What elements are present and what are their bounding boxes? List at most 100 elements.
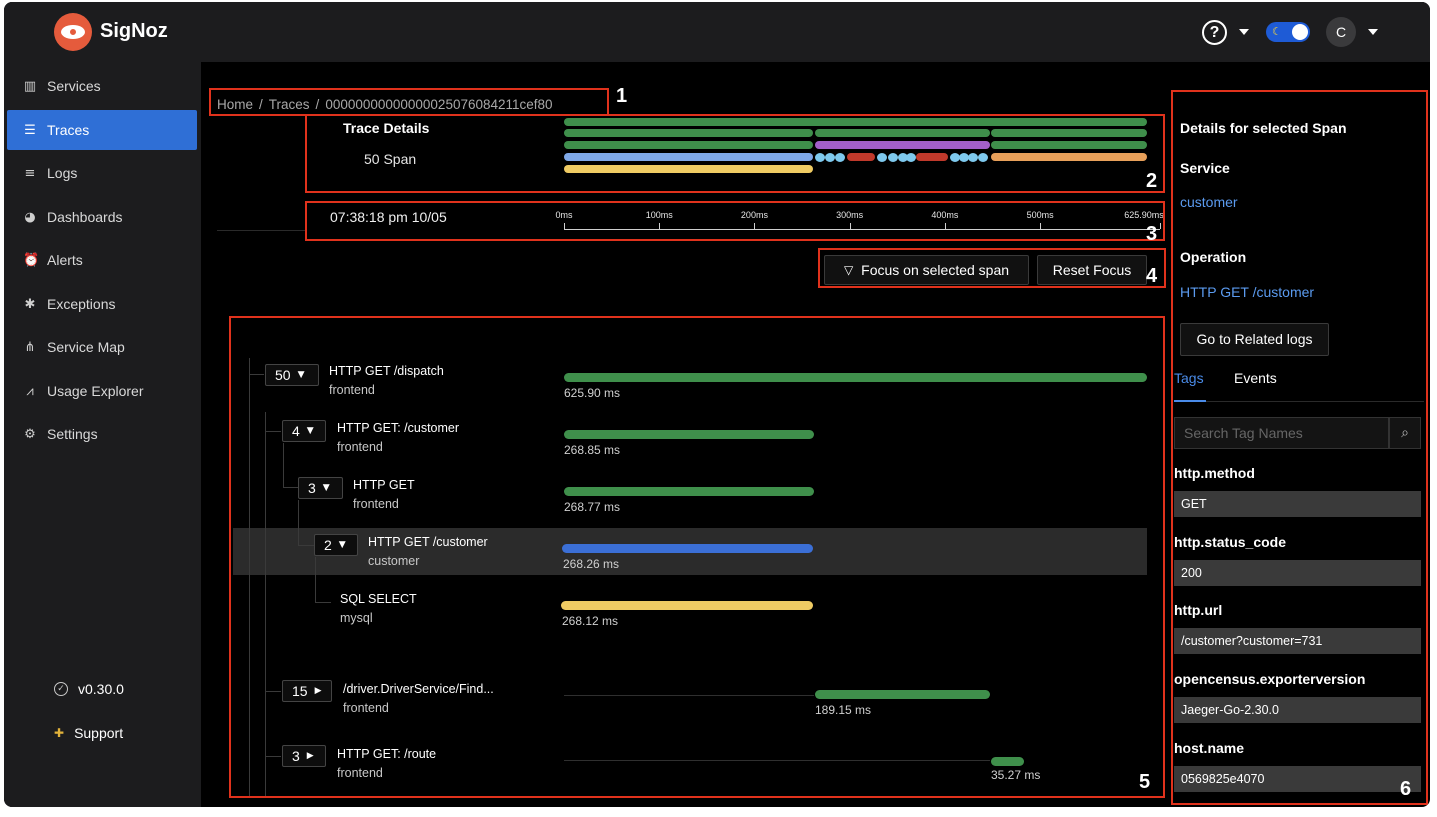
minimap-bar — [564, 165, 813, 173]
span-service: mysql — [340, 611, 373, 625]
span-expand-button[interactable]: 15 ▶ — [282, 680, 332, 702]
brand-name[interactable]: SigNoz — [100, 20, 168, 42]
sidebar-item-alerts[interactable]: ⏰ Alerts — [7, 240, 197, 280]
span-bar[interactable] — [815, 690, 990, 699]
span-bar[interactable] — [561, 601, 813, 610]
tab-events[interactable]: Events — [1234, 370, 1277, 386]
breadcrumb-separator: / — [315, 97, 320, 112]
span-name[interactable]: HTTP GET /dispatch — [329, 364, 444, 378]
breadcrumb-trace-id: 00000000000000025076084211cef80 — [325, 97, 553, 112]
help-dropdown-caret-icon[interactable] — [1239, 29, 1249, 35]
timeline-tick — [1160, 223, 1161, 229]
span-service: frontend — [337, 766, 383, 780]
span-expand-button[interactable]: 4 ▼ — [282, 420, 326, 442]
span-service: frontend — [329, 383, 375, 397]
span-duration: 35.27 ms — [991, 768, 1041, 782]
minimap-dot — [968, 153, 978, 162]
avatar-dropdown-caret-icon[interactable] — [1368, 29, 1378, 35]
sidebar-item-settings[interactable]: ⚙ Settings — [7, 414, 197, 454]
span-expand-button[interactable]: 3 ▶ — [282, 745, 326, 767]
breadcrumb-traces[interactable]: Traces — [268, 97, 310, 112]
span-expand-button[interactable]: 3 ▼ — [298, 477, 343, 499]
sidebar-item-label: Dashboards — [47, 209, 123, 225]
service-label: Service — [1180, 160, 1230, 176]
focus-selected-span-button[interactable]: ▽ Focus on selected span — [824, 255, 1029, 285]
minimap-dot — [825, 153, 835, 162]
minimap-bar — [815, 141, 990, 149]
annotation-number-5: 5 — [1139, 771, 1151, 793]
minimap-bar — [564, 153, 813, 161]
tree-connector — [283, 443, 284, 487]
avatar[interactable]: C — [1326, 17, 1356, 47]
tag-key: http.url — [1174, 602, 1223, 618]
sidebar-item-exceptions[interactable]: ✱ Exceptions — [7, 284, 197, 324]
span-expand-button[interactable]: 50 ▼ — [265, 364, 319, 386]
search-tag-input[interactable]: Search Tag Names — [1174, 417, 1389, 449]
timeline-tick — [849, 223, 851, 229]
span-name[interactable]: HTTP GET — [353, 478, 415, 492]
tree-connector — [298, 500, 299, 545]
sidebar-item-service-map[interactable]: ⋔ Service Map — [7, 327, 197, 367]
minimap-bar — [991, 129, 1147, 137]
span-name[interactable]: HTTP GET: /customer — [337, 421, 460, 435]
tag-key: http.method — [1174, 465, 1255, 481]
go-to-related-logs-button[interactable]: Go to Related logs — [1180, 323, 1329, 356]
timeline-tick-label: 100ms — [645, 210, 673, 220]
annotation-number-2: 2 — [1146, 170, 1158, 192]
sidebar-item-label: Traces — [47, 122, 90, 138]
breadcrumb-home[interactable]: Home — [217, 97, 254, 112]
signoz-logo-icon[interactable] — [54, 13, 92, 51]
timeline-tick-label: 625.90ms — [1124, 210, 1164, 220]
tree-connector — [265, 691, 281, 692]
tab-tags[interactable]: Tags — [1174, 370, 1204, 386]
version-link[interactable]: ✓ v0.30.0 — [54, 681, 124, 697]
tree-connector — [265, 412, 266, 797]
deployment-icon: ⋔ — [24, 339, 36, 355]
sidebar: ▥ Services ☰ Traces ≡ Logs ◕ Dashboards … — [4, 62, 201, 807]
support-link[interactable]: ✚ Support — [54, 725, 123, 741]
sidebar-item-services[interactable]: ▥ Services — [7, 66, 197, 106]
reset-focus-button[interactable]: Reset Focus — [1037, 255, 1147, 285]
help-icon[interactable]: ? — [1202, 20, 1227, 45]
span-service: frontend — [343, 701, 389, 715]
timeline-tick-label: 200ms — [740, 210, 768, 220]
timeline-axis — [564, 229, 1160, 230]
span-child-count: 50 — [275, 367, 291, 383]
sidebar-item-dashboards[interactable]: ◕ Dashboards — [7, 197, 197, 237]
operation-value-link[interactable]: HTTP GET /customer — [1180, 284, 1315, 300]
span-bar[interactable] — [991, 757, 1024, 766]
span-bar[interactable] — [564, 373, 1147, 382]
service-value-link[interactable]: customer — [1180, 194, 1238, 210]
span-service: customer — [368, 554, 420, 568]
timeline-tick-label: 0ms — [555, 210, 573, 220]
span-name[interactable]: SQL SELECT — [340, 592, 417, 606]
span-bar[interactable] — [564, 487, 814, 496]
trace-details-title: Trace Details — [343, 120, 430, 136]
span-bar[interactable] — [562, 544, 813, 553]
theme-toggle[interactable]: ☾ — [1266, 22, 1310, 42]
check-circle-icon: ✓ — [54, 682, 68, 696]
span-service: frontend — [353, 497, 399, 511]
sidebar-item-usage-explorer[interactable]: ⩘ Usage Explorer — [7, 371, 197, 411]
tree-connector — [265, 756, 281, 757]
minimap-bar — [564, 129, 813, 137]
tag-key: opencensus.exporterversion — [1174, 671, 1366, 687]
trace-timestamp: 07:38:18 pm 10/05 — [330, 209, 447, 225]
span-name[interactable]: /driver.DriverService/Find... — [343, 682, 494, 696]
search-icon[interactable]: ⌕ — [1389, 417, 1421, 449]
sidebar-item-traces[interactable]: ☰ Traces — [7, 110, 197, 150]
span-duration: 268.85 ms — [564, 443, 621, 457]
span-child-count: 3 — [308, 480, 316, 496]
span-name[interactable]: HTTP GET /customer — [368, 535, 488, 549]
span-expand-button[interactable]: 2 ▼ — [314, 534, 358, 556]
reset-label: Reset Focus — [1052, 262, 1132, 278]
breadcrumb-separator: / — [259, 97, 263, 112]
active-tab-indicator — [1174, 400, 1206, 402]
span-baseline — [564, 760, 990, 761]
tag-key: host.name — [1174, 740, 1245, 756]
span-duration: 268.26 ms — [563, 557, 620, 571]
span-name[interactable]: HTTP GET: /route — [337, 747, 437, 761]
minimap-bar — [991, 153, 1147, 161]
sidebar-item-logs[interactable]: ≡ Logs — [7, 153, 197, 193]
span-bar[interactable] — [564, 430, 814, 439]
